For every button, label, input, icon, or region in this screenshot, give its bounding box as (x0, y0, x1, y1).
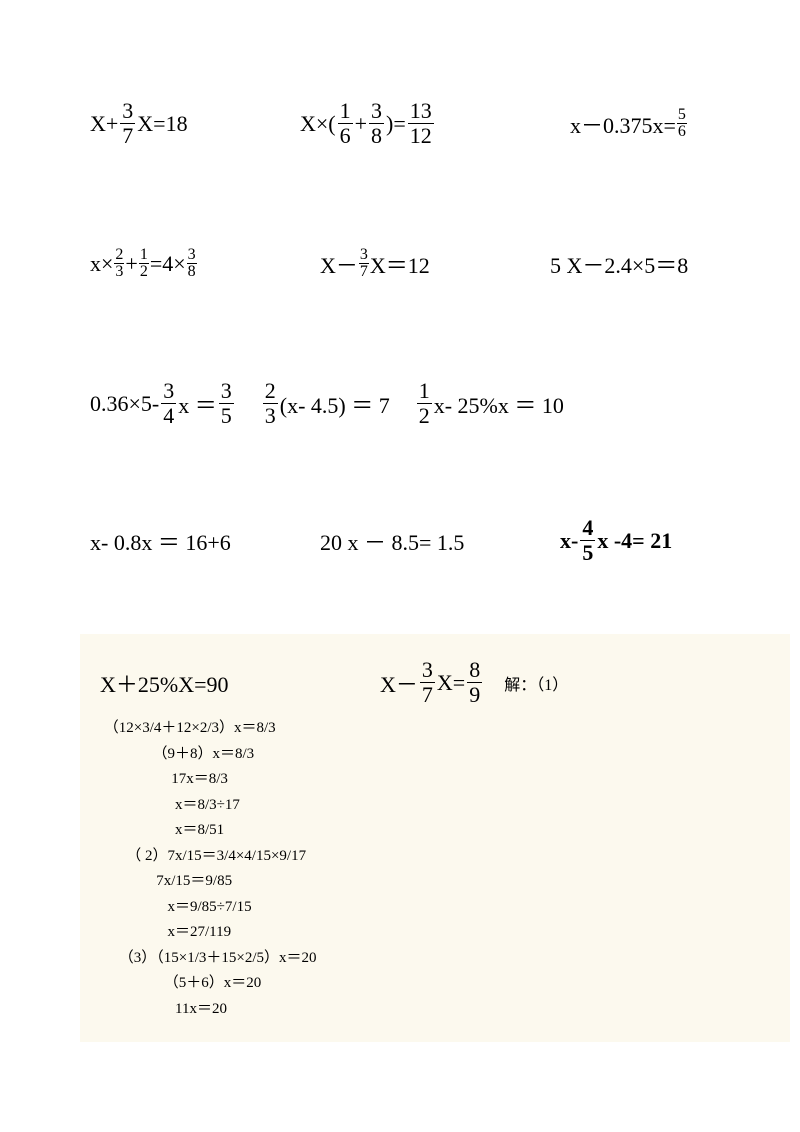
fraction: 1 2 (417, 380, 432, 427)
solution-step: （12×3/4＋12×2/3）x＝8/3 (100, 716, 770, 742)
eq-text: X＝12 (370, 248, 430, 280)
solution-step: （9＋8）x＝8/3 (100, 742, 770, 768)
eq-text: + (355, 111, 367, 137)
fraction: 5 6 (677, 107, 687, 140)
equation-4-3: x- 4 5 x -4= 21 (560, 517, 672, 564)
eq-text: X+ (90, 111, 118, 137)
solution-step: （5＋6）x＝20 (100, 971, 770, 997)
equation-1-3: x－0.375x= 5 6 (570, 100, 688, 147)
fraction: 3 7 (120, 100, 135, 147)
solution-step: 7x/15＝9/85 (100, 869, 770, 895)
eq-text: )= (386, 111, 406, 137)
fraction: 3 8 (369, 100, 384, 147)
equation-row-2: x× 2 3 + 1 2 =4× 3 8 X－ 3 7 X＝12 5 X－2.4… (90, 247, 770, 280)
fraction: 3 8 (187, 247, 197, 280)
equation-3-1: 0.36×5- 3 4 x ＝ 3 5 (90, 380, 236, 427)
solution-step: 17x＝8/3 (100, 767, 770, 793)
eq-text: 20 x － 8.5= 1.5 (320, 525, 464, 557)
solution-step: x＝9/85÷7/15 (100, 895, 770, 921)
solution-step: x＝8/51 (100, 818, 770, 844)
equation-1-2: X×( 1 6 + 3 8 )= 13 12 (300, 100, 550, 147)
equation-row-3: 0.36×5- 3 4 x ＝ 3 5 2 3 (x- 4.5) ＝ 7 1 2… (90, 380, 770, 427)
eq-text: 5 X－2.4×5＝8 (550, 248, 688, 280)
eq-text: X×( (300, 111, 336, 137)
equation-2-1: x× 2 3 + 1 2 =4× 3 8 (90, 247, 290, 280)
eq-text: X－ (320, 248, 358, 280)
eq-text: X＋25%X=90 (100, 667, 380, 699)
fraction: 2 3 (114, 247, 124, 280)
eq-text: X=18 (137, 111, 187, 137)
equation-2-2: X－ 3 7 X＝12 (320, 247, 520, 280)
eq-text: 0.36×5- (90, 391, 159, 417)
fraction: 3 5 (219, 380, 234, 427)
equation-3-3: 1 2 x- 25%x ＝ 10 (415, 380, 564, 427)
solution-step: （3）（15×1/3＋15×2/5）x＝20 (100, 946, 770, 972)
equation-4-1: x- 0.8x ＝ 16+6 (90, 517, 290, 564)
eq-text: x- (560, 528, 578, 554)
fraction: 3 7 (359, 247, 369, 280)
equation-3-2: 2 3 (x- 4.5) ＝ 7 (261, 380, 390, 427)
eq-text: (x- 4.5) ＝ 7 (280, 388, 390, 420)
solution-step: x＝27/119 (100, 920, 770, 946)
eq-text: X= (437, 670, 465, 696)
equation-1-1: X+ 3 7 X=18 (90, 100, 280, 147)
fraction: 8 9 (467, 659, 482, 706)
equation-2-3: 5 X－2.4×5＝8 (550, 247, 688, 280)
eq-text: x- 0.8x ＝ 16+6 (90, 525, 231, 557)
eq-text: =4× (150, 251, 186, 277)
equation-row-4: x- 0.8x ＝ 16+6 20 x － 8.5= 1.5 x- 4 5 x … (90, 517, 770, 564)
solution-step: 11x＝20 (100, 997, 770, 1023)
solution-block: X＋25%X=90 X－ 3 7 X= 8 9 解：（1） （12×3/4＋12… (80, 634, 790, 1042)
eq-text: x× (90, 251, 113, 277)
solution-steps: （12×3/4＋12×2/3）x＝8/3 （9＋8）x＝8/3 17x＝8/3 … (100, 716, 770, 1022)
eq-text: x -4= 21 (597, 528, 672, 554)
equation-sol-2: X－ 3 7 X= 8 9 (380, 659, 484, 706)
solution-label: 解：（1） (504, 671, 568, 695)
fraction: 3 7 (420, 659, 435, 706)
equation-row-1: X+ 3 7 X=18 X×( 1 6 + 3 8 )= 13 12 x－0.3… (90, 100, 770, 147)
solution-step: x＝8/3÷17 (100, 793, 770, 819)
eq-text: + (125, 251, 137, 277)
fraction: 1 2 (139, 247, 149, 280)
solution-step: （ 2）7x/15＝3/4×4/15×9/17 (100, 844, 770, 870)
eq-text: x ＝ (178, 388, 217, 420)
eq-text: x- 25%x ＝ 10 (434, 388, 564, 420)
fraction: 2 3 (263, 380, 278, 427)
solution-header: X＋25%X=90 X－ 3 7 X= 8 9 解：（1） (100, 659, 770, 706)
fraction: 1 6 (338, 100, 353, 147)
fraction: 13 12 (408, 100, 434, 147)
fraction: 4 5 (580, 517, 595, 564)
equation-4-2: 20 x － 8.5= 1.5 (320, 517, 530, 564)
eq-text: X－ (380, 667, 418, 699)
fraction: 3 4 (161, 380, 176, 427)
eq-text: x－0.375x= (570, 108, 676, 140)
